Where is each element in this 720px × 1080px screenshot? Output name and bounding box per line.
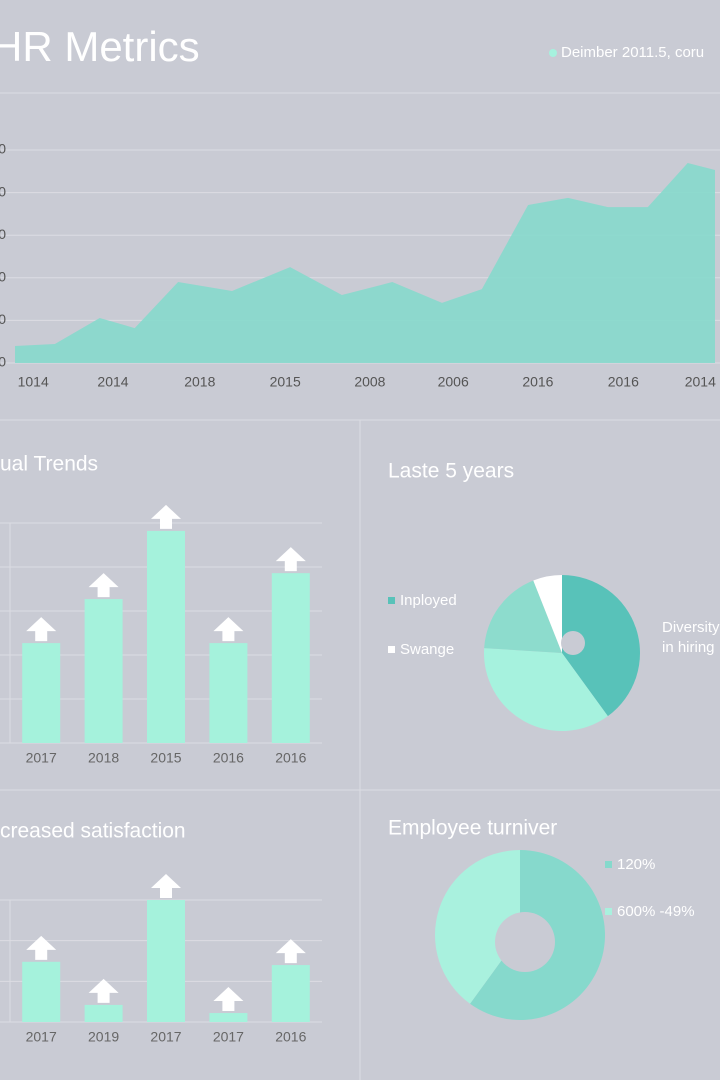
x-tick-label: 2006 bbox=[438, 374, 469, 390]
arrow-icon bbox=[151, 874, 181, 898]
arrow-icon bbox=[275, 547, 306, 572]
arrow-icon bbox=[88, 978, 119, 1003]
annotation: Diversity bbox=[662, 619, 720, 636]
legend-label: Swange bbox=[400, 641, 454, 658]
arrow-icon bbox=[213, 617, 244, 642]
legend-swatch bbox=[388, 646, 395, 653]
pie-slice bbox=[533, 575, 562, 653]
bar bbox=[209, 643, 248, 743]
x-tick-label: 2014 bbox=[97, 374, 128, 390]
arrow-icon bbox=[26, 935, 57, 960]
legend-label: Inployed bbox=[400, 592, 457, 609]
legend-swatch bbox=[388, 597, 395, 604]
pie-hole bbox=[495, 912, 555, 972]
x-tick-label: 2015 bbox=[150, 750, 181, 766]
pie-slice bbox=[562, 575, 640, 717]
bar bbox=[209, 1013, 248, 1022]
bar bbox=[84, 1004, 123, 1022]
x-tick-label: 2019 bbox=[88, 1029, 119, 1045]
x-tick-label: 2015 bbox=[270, 374, 301, 390]
x-tick-label: 1014 bbox=[18, 374, 49, 390]
bar bbox=[22, 961, 61, 1022]
arrow-icon bbox=[213, 987, 244, 1012]
x-tick-label: 2017 bbox=[26, 1029, 57, 1045]
x-tick-label: 2016 bbox=[522, 374, 553, 390]
x-tick-label: 2016 bbox=[213, 750, 244, 766]
pie-slice bbox=[484, 580, 562, 653]
legend-swatch bbox=[605, 908, 612, 915]
x-tick-label: 2008 bbox=[354, 374, 385, 390]
x-tick-label: 2017 bbox=[26, 750, 57, 766]
x-tick-label: 2017 bbox=[213, 1029, 244, 1045]
legend-swatch bbox=[605, 861, 612, 868]
y-tick-label: 0 bbox=[0, 354, 6, 370]
bar bbox=[271, 573, 310, 743]
chart-title: creased satisfaction bbox=[0, 820, 186, 843]
area bbox=[15, 162, 715, 363]
x-tick-label: 2014 bbox=[685, 374, 716, 390]
x-tick-label: 2016 bbox=[275, 750, 306, 766]
chart-title: ual Trends bbox=[0, 453, 98, 476]
bar bbox=[147, 530, 185, 743]
chart-title: Laste 5 years bbox=[388, 460, 514, 483]
pie-slice bbox=[434, 850, 520, 1004]
annotation: in hiring bbox=[662, 639, 715, 656]
bar bbox=[22, 643, 61, 743]
x-tick-label: 2017 bbox=[150, 1029, 181, 1045]
pie-hole bbox=[561, 631, 585, 655]
x-tick-label: 2018 bbox=[184, 374, 215, 390]
arrow-icon bbox=[151, 504, 181, 529]
x-tick-label: 2016 bbox=[608, 374, 639, 390]
page-title: HR Metrics bbox=[0, 23, 200, 70]
y-tick-label: 60 bbox=[0, 226, 6, 242]
bar bbox=[147, 900, 185, 1022]
date-dot bbox=[549, 49, 557, 57]
arrow-icon bbox=[26, 617, 57, 642]
legend-label: 600% -49% bbox=[617, 903, 695, 920]
y-tick-label: 100 bbox=[0, 141, 6, 157]
y-tick-label: 40 bbox=[0, 269, 6, 285]
arrow-icon bbox=[88, 573, 119, 598]
bar bbox=[271, 965, 310, 1022]
x-tick-label: 2018 bbox=[88, 750, 119, 766]
y-tick-label: 20 bbox=[0, 311, 6, 327]
legend-label: 120% bbox=[617, 856, 655, 873]
chart-title: Employee turniver bbox=[388, 817, 557, 840]
y-tick-label: 80 bbox=[0, 183, 6, 199]
pie-slice bbox=[484, 648, 608, 731]
arrow-icon bbox=[275, 939, 306, 964]
date: Deimber 2011.5, coru bbox=[561, 44, 704, 61]
x-tick-label: 2016 bbox=[275, 1029, 306, 1045]
bar bbox=[84, 599, 123, 743]
